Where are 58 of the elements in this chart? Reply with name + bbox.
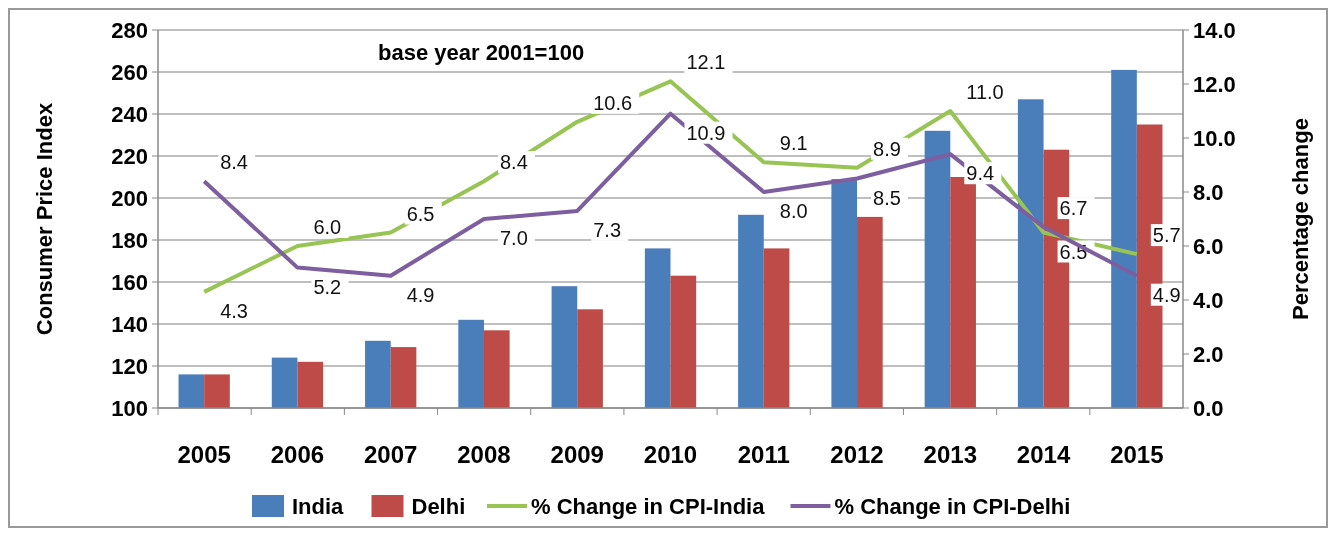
y2-tick-label: 6.0 [1193,233,1224,259]
data-label: 8.9 [873,137,901,160]
y2-tick-label: 14.0 [1193,17,1236,43]
y2-tick-label: 2.0 [1193,341,1224,367]
legend-label: % Change in CPI-India [531,493,766,519]
x-tick-label: 2012 [830,441,884,468]
annotation: base year 2001=100 [378,40,585,65]
data-label: 6.5 [406,202,435,225]
y-tick-label: 180 [111,227,148,253]
y-tick-label: 240 [111,101,148,127]
x-tick-label: 2014 [1016,441,1071,468]
y-tick-label: 280 [111,17,148,43]
x-tick-label: 2011 [737,441,790,468]
data-label: 10.6 [593,91,633,114]
y-tick-label: 140 [111,311,148,337]
y2-tick-label: 10.0 [1193,125,1236,151]
x-tick-label: 2005 [177,441,231,468]
y2-tick-label: 12.0 [1193,71,1236,97]
data-label: 5.2 [313,275,342,298]
y-tick-label: 200 [111,185,148,211]
x-tick-label: 2015 [1110,441,1164,468]
x-tick-label: 2013 [923,441,977,468]
y-tick-label: 160 [111,269,148,295]
data-label: 4.9 [406,283,435,306]
x-tick-label: 2010 [643,441,698,468]
data-label: 8.4 [499,151,528,174]
y-tick-label: 260 [111,59,148,85]
data-label: 7.0 [499,227,528,249]
data-label: 8.0 [779,200,808,222]
data-label: 4.3 [220,299,248,322]
data-label: 8.4 [220,151,248,174]
y-tick-label: 220 [111,143,148,169]
legend-label: % Change in CPI-Delhi [834,493,1071,519]
y2-tick-label: 4.0 [1193,287,1224,313]
y2-tick-label: 8.0 [1193,179,1224,205]
data-label: 12.1 [686,51,726,74]
x-tick-label: 2006 [270,441,325,468]
y2-axis-title: Percentage change [1288,118,1313,320]
x-tick-label: 2007 [364,441,418,468]
data-label: 10.9 [686,121,726,144]
legend-label: India [292,493,345,519]
data-label: 5.7 [1152,224,1181,247]
legend-label: Delhi [411,493,466,519]
line-series [202,111,1139,278]
x-tick-label: 2008 [457,441,511,468]
y-axis-title: Consumer Price Index [32,102,57,336]
data-label: 4.9 [1152,283,1181,306]
data-label: 9.4 [966,162,995,185]
data-label: 7.3 [593,218,622,241]
data-label: 9.1 [779,132,808,155]
data-label: 11.0 [966,81,1004,103]
data-label: 6.0 [313,216,342,238]
data-label: 6.7 [1059,197,1088,220]
y-tick-label: 100 [111,395,148,421]
x-tick-label: 2009 [550,441,604,468]
y2-tick-label: 0.0 [1193,395,1224,421]
data-label: 8.5 [873,186,901,209]
y-tick-label: 120 [111,353,148,379]
